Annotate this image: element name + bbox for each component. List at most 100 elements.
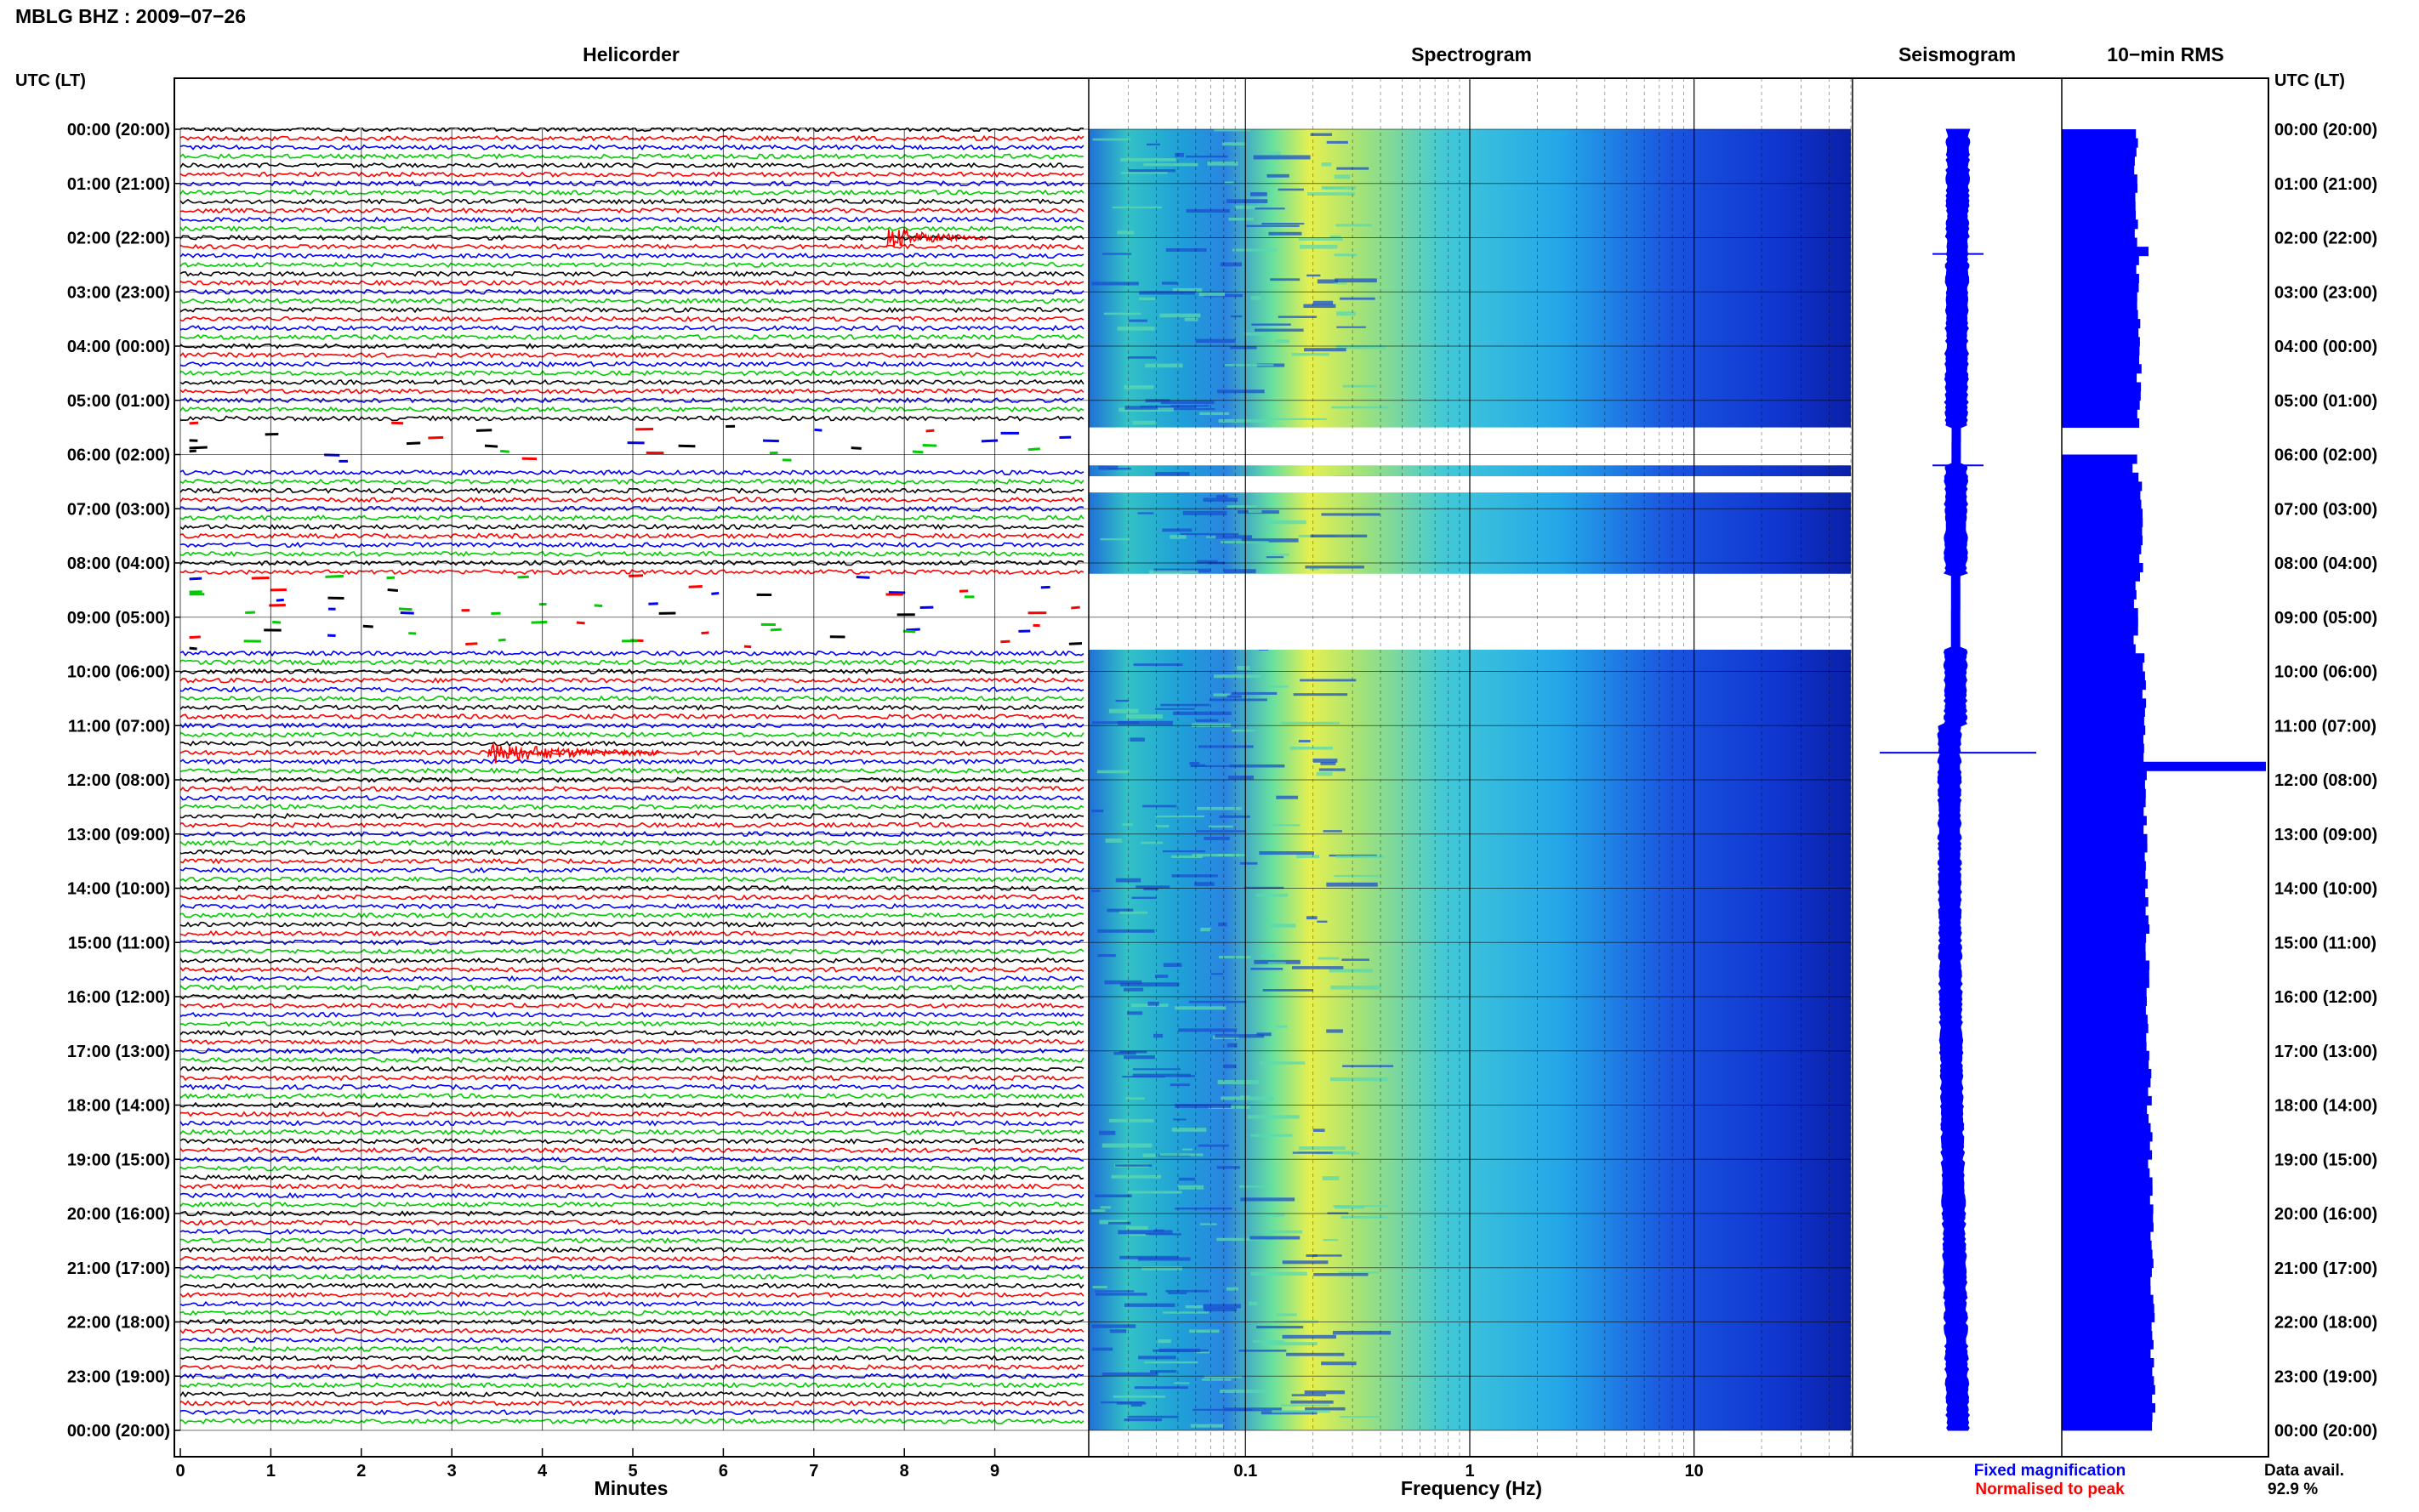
rms-bar xyxy=(2062,1069,2152,1079)
spectral-streak xyxy=(1331,406,1389,409)
rms-bar xyxy=(2062,1322,2152,1332)
helicorder-trace xyxy=(180,839,1084,847)
time-tick-label: 15:00 (11:00) xyxy=(68,934,170,952)
time-tick-label: 07:00 (03:00) xyxy=(67,500,170,519)
helicorder-trace xyxy=(180,1183,1084,1191)
spectral-streak xyxy=(1209,698,1267,702)
spectral-streak xyxy=(1175,1006,1227,1010)
spectral-streak xyxy=(1320,762,1336,765)
trace-fragment xyxy=(400,611,414,615)
spectral-streak xyxy=(1317,279,1339,284)
rms-bar xyxy=(2062,1249,2153,1259)
spectral-streak xyxy=(1250,968,1283,970)
time-axis-label-right: UTC (LT) xyxy=(2274,71,2345,90)
spectral-streak xyxy=(1172,287,1203,293)
helicorder-trace xyxy=(180,306,1084,314)
helicorder-trace xyxy=(180,902,1084,910)
spectral-streak xyxy=(1259,850,1314,855)
time-tick-label: 16:00 (12:00) xyxy=(67,988,170,1007)
rms-bar xyxy=(2062,1015,2148,1025)
figure-title: MBLG BHZ : 2009−07−26 xyxy=(15,5,246,27)
helicorder-trace xyxy=(180,1246,1084,1253)
spectral-streak xyxy=(1175,1207,1232,1210)
rms-bar xyxy=(2062,174,2137,185)
spectral-streak xyxy=(1318,768,1346,771)
spectral-streak xyxy=(1095,1194,1132,1198)
trace-fragment xyxy=(387,588,398,592)
rms-bar xyxy=(2062,536,2143,546)
spectral-streak xyxy=(1334,253,1357,257)
rms-bar xyxy=(2062,165,2135,175)
helicorder-trace xyxy=(180,1029,1084,1037)
rms-bar xyxy=(2062,382,2142,392)
spectral-streak xyxy=(1112,206,1163,209)
spectral-streak xyxy=(1165,247,1207,252)
rms-bar xyxy=(2062,1032,2147,1043)
spectral-streak xyxy=(1317,920,1328,923)
minutes-tick-label: 3 xyxy=(447,1462,457,1481)
spectral-streak xyxy=(1101,1372,1158,1376)
trace-fragment xyxy=(189,646,197,651)
rms-bar xyxy=(2062,1168,2150,1178)
time-tick-label: 08:00 (04:00) xyxy=(67,554,170,573)
rms-bar xyxy=(2062,644,2136,654)
time-tick-label: 17:00 (13:00) xyxy=(2274,1043,2377,1061)
helicorder-trace xyxy=(180,1291,1084,1299)
helicorder-trace xyxy=(180,532,1084,539)
trace-fragment xyxy=(688,584,703,588)
rms-bar xyxy=(2062,346,2140,356)
rms-bar xyxy=(2062,626,2138,636)
rms-bar xyxy=(2062,1159,2149,1169)
spectral-streak xyxy=(1321,162,1332,167)
trace-fragment xyxy=(851,446,862,450)
rms-bar xyxy=(2062,327,2139,338)
time-tick-label: 05:00 (01:00) xyxy=(2274,392,2377,411)
rms-bar xyxy=(2062,481,2143,492)
spectral-streak xyxy=(1225,364,1274,367)
spectral-streak xyxy=(1107,908,1134,912)
rms-bar xyxy=(2062,689,2143,699)
spectral-streak xyxy=(1217,854,1247,856)
rms-bar xyxy=(2062,454,2137,464)
trace-fragment xyxy=(1027,447,1040,452)
rms-bar xyxy=(2062,372,2137,383)
spectral-streak xyxy=(1251,323,1291,326)
helicorder-trace xyxy=(180,650,1084,657)
spectral-streak xyxy=(1280,1404,1329,1407)
spectral-streak xyxy=(1278,315,1317,318)
spectral-streak xyxy=(1336,167,1369,170)
spectral-streak xyxy=(1269,418,1327,420)
helicorder-trace xyxy=(180,993,1084,1000)
spectral-streak xyxy=(1223,569,1256,574)
helicorder-trace xyxy=(180,496,1084,503)
spectral-streak xyxy=(1159,313,1201,318)
minutes-tick-label: 4 xyxy=(538,1462,548,1481)
spectral-streak xyxy=(1316,771,1333,776)
helicorder-trace xyxy=(180,153,1084,160)
spectral-streak xyxy=(1190,765,1243,767)
time-tick-label: 11:00 (07:00) xyxy=(2274,717,2376,736)
spectral-streak xyxy=(1305,1407,1346,1411)
spectral-streak xyxy=(1091,1324,1136,1328)
rms-bar xyxy=(2062,255,2139,265)
spectral-streak xyxy=(1131,896,1158,899)
spectral-streak xyxy=(1201,1378,1232,1381)
time-tick-label: 09:00 (05:00) xyxy=(2274,609,2377,628)
rms-bar xyxy=(2062,1231,2151,1242)
spectral-streak xyxy=(1340,1215,1388,1219)
time-tick-label: 23:00 (19:00) xyxy=(2274,1367,2377,1386)
spectral-streak xyxy=(1124,1055,1155,1060)
spectral-streak xyxy=(1198,745,1254,748)
spectral-streak xyxy=(1136,885,1170,889)
time-tick-label: 13:00 (09:00) xyxy=(67,826,170,844)
spectral-streak xyxy=(1091,809,1104,813)
spectral-streak xyxy=(1203,1304,1241,1309)
rms-bar xyxy=(2062,1267,2152,1277)
spectral-streak xyxy=(1220,1390,1267,1393)
helicorder-trace xyxy=(180,704,1084,711)
spectral-streak xyxy=(1218,955,1251,959)
spectral-streak xyxy=(1299,244,1338,249)
spectral-streak xyxy=(1241,538,1299,543)
spectral-streak xyxy=(1244,886,1284,890)
spectral-streak xyxy=(1313,1273,1369,1276)
